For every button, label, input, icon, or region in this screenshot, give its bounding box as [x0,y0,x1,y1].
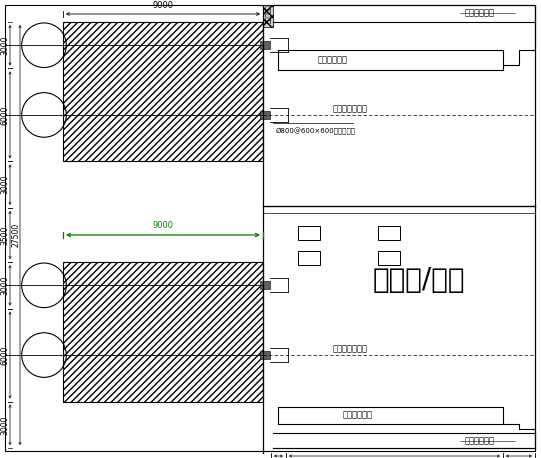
Bar [378,226,400,240]
Bar [63,22,263,161]
Text: 3000: 3000 [1,175,10,194]
Text: 9000: 9000 [153,221,174,230]
Bar [260,111,270,119]
Text: 车站围护结构: 车站围护结构 [465,436,495,445]
Text: 车站主体结构: 车站主体结构 [343,410,373,420]
Text: 27500: 27500 [11,223,21,247]
Text: 3500: 3500 [1,225,10,245]
Bar [260,351,270,359]
Bar [260,41,270,49]
Text: 3000: 3000 [1,276,10,295]
Text: 3000: 3000 [1,35,10,55]
Text: 车站围护结构: 车站围护结构 [465,9,495,17]
Text: 6000: 6000 [1,345,10,365]
Bar [298,251,320,265]
Text: 3000: 3000 [1,415,10,435]
Text: Ø800@600×600抖层加固图: Ø800@600×600抖层加固图 [276,128,356,135]
Bar [378,251,400,265]
Text: 区间分界线: 区间分界线 [266,5,272,23]
Bar [263,5,273,27]
Text: 左线线路中心线: 左线线路中心线 [333,104,368,114]
Text: 右线线路中心线: 右线线路中心线 [333,344,368,354]
Text: 车站主体结构: 车站主体结构 [318,55,348,65]
Text: 9000: 9000 [153,1,174,10]
Text: 6000: 6000 [1,105,10,125]
Bar [298,226,320,240]
Bar [260,281,270,289]
Text: 始发井/车站: 始发井/车站 [373,267,465,294]
Bar [63,262,263,402]
